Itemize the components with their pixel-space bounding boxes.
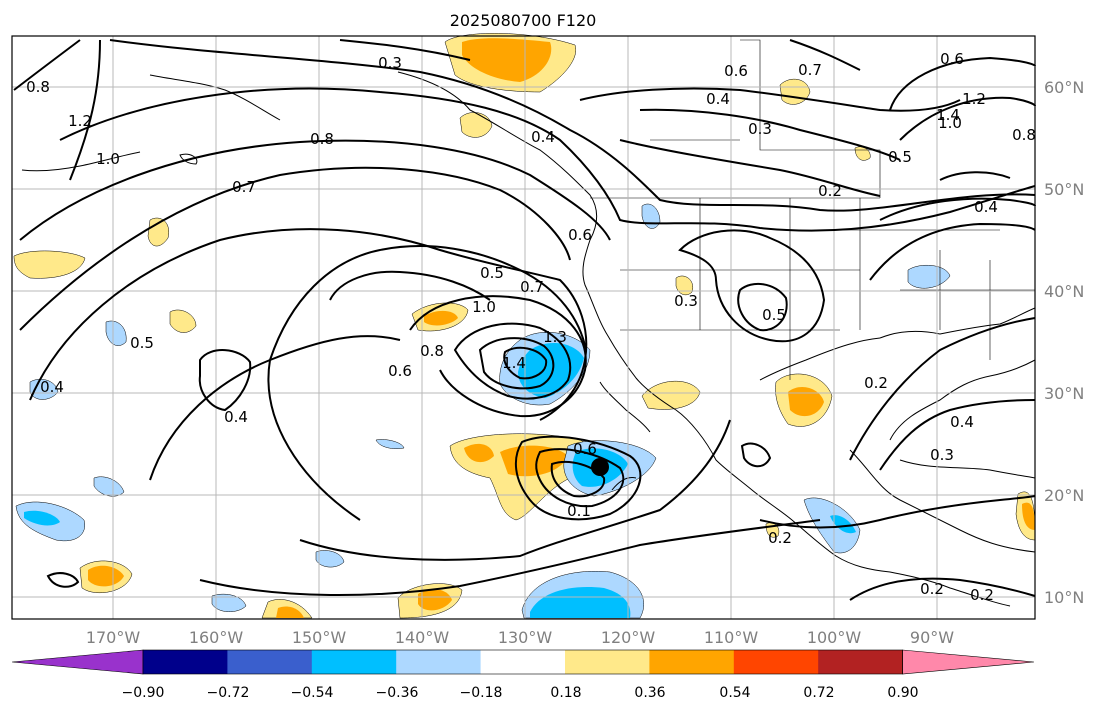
contour-lines <box>13 39 1036 601</box>
contour-label: 0.2 <box>818 182 842 200</box>
colorbar-segment <box>733 650 819 674</box>
colorbar-segment <box>227 650 313 674</box>
colorbar-segment <box>396 650 482 674</box>
contour-label: 0.6 <box>388 362 412 380</box>
contour-labels: 0.3 0.7 0.6 0.4 0.3 0.5 0.2 0.8 1.2 1.0 … <box>26 50 1036 604</box>
contour-label: 0.5 <box>480 264 504 282</box>
contour-label: 0.5 <box>762 306 786 324</box>
contour-label: 0.4 <box>224 408 248 426</box>
lon-label: 160°W <box>189 628 244 647</box>
contour-label: 0.2 <box>768 529 792 547</box>
contour-label: 0.8 <box>310 130 334 148</box>
contour-label: 1.0 <box>96 150 120 168</box>
colorbar-tick: −0.72 <box>207 685 250 701</box>
graticule <box>12 36 1035 619</box>
colorbar-segment <box>480 650 566 674</box>
contour-label: 0.6 <box>940 50 964 68</box>
contour-label: 0.8 <box>1012 126 1036 144</box>
lat-label: 30°N <box>1044 384 1084 403</box>
contour-label: 0.7 <box>232 178 256 196</box>
contour-label: 0.4 <box>40 378 64 396</box>
lat-label: 10°N <box>1044 588 1084 607</box>
contour-label: 1.2 <box>68 112 92 130</box>
colorbar-tick: 0.18 <box>550 685 581 701</box>
storm-center-marker <box>591 458 609 476</box>
contour-label: 0.3 <box>748 120 772 138</box>
lon-label: 170°W <box>86 628 141 647</box>
colorbar-tick: −0.36 <box>376 685 419 701</box>
longitude-labels: 170°W 160°W 150°W 140°W 130°W 120°W 110°… <box>86 628 954 647</box>
colorbar-frame <box>142 649 903 675</box>
lat-label: 60°N <box>1044 78 1084 97</box>
colorbar-segment <box>143 650 228 674</box>
colorbar-tick: −0.18 <box>460 685 503 701</box>
colorbar-tick-labels: −0.90 −0.72 −0.54 −0.36 −0.18 0.18 0.36 … <box>122 685 919 701</box>
colorbar: −0.90 −0.72 −0.54 −0.36 −0.18 0.18 0.36 … <box>11 649 1035 701</box>
contour-label: 0.8 <box>420 342 444 360</box>
coastlines <box>21 71 1036 607</box>
colorbar-segment <box>565 650 650 674</box>
shaded-anomalies <box>13 33 1036 619</box>
lat-label: 40°N <box>1044 282 1084 301</box>
contour-label: 0.8 <box>26 78 50 96</box>
contour-label: 0.4 <box>531 128 555 146</box>
contour-label: 0.1 <box>567 502 591 520</box>
latitude-labels: 60°N 50°N 40°N 30°N 20°N 10°N <box>1044 78 1084 607</box>
contour-label: 0.7 <box>520 278 544 296</box>
map-panel: 0.3 0.7 0.6 0.4 0.3 0.5 0.2 0.8 1.2 1.0 … <box>11 33 1036 620</box>
colorbar-segments <box>11 649 1035 675</box>
map-title: 2025080700 F120 <box>450 11 597 30</box>
contour-label: 0.2 <box>970 586 994 604</box>
contour-label: 0.5 <box>130 334 154 352</box>
colorbar-segment <box>818 650 904 674</box>
lon-label: 150°W <box>292 628 347 647</box>
contour-label: 1.4 <box>936 106 960 124</box>
contour-label: 0.5 <box>888 148 912 166</box>
colorbar-tick: 0.54 <box>719 685 750 701</box>
contour-label: 0.6 <box>568 226 592 244</box>
contour-label: 1.0 <box>472 298 496 316</box>
contour-label: 1.0 <box>938 114 962 132</box>
state-borders <box>590 39 1035 380</box>
colorbar-extend-min <box>11 649 144 675</box>
contour-label: 0.3 <box>930 446 954 464</box>
colorbar-tick: 0.90 <box>887 685 918 701</box>
lon-label: 140°W <box>395 628 450 647</box>
colorbar-segment <box>311 650 397 674</box>
contour-label: 0.6 <box>573 440 597 458</box>
lon-label: 90°W <box>910 628 954 647</box>
contour-label: 0.4 <box>974 198 998 216</box>
colorbar-tick: 0.36 <box>634 685 665 701</box>
map-background <box>12 36 1035 619</box>
contour-label: 0.6 <box>724 62 748 80</box>
lon-label: 130°W <box>498 628 553 647</box>
contour-label: 1.3 <box>543 328 567 346</box>
contour-label: 0.3 <box>378 54 402 72</box>
contour-label: 0.7 <box>798 61 822 79</box>
lon-label: 110°W <box>704 628 759 647</box>
contour-label: 0.3 <box>674 292 698 310</box>
contour-label: 1.4 <box>502 354 526 372</box>
contour-label: 0.2 <box>920 580 944 598</box>
lon-label: 120°W <box>601 628 656 647</box>
colorbar-tick: −0.90 <box>122 685 165 701</box>
contour-label: 0.4 <box>950 413 974 431</box>
colorbar-tick: −0.54 <box>291 685 334 701</box>
lat-label: 50°N <box>1044 180 1084 199</box>
colorbar-extend-max <box>902 649 1035 675</box>
contour-label: 0.4 <box>706 90 730 108</box>
colorbar-segment <box>649 650 735 674</box>
lon-label: 100°W <box>807 628 862 647</box>
contour-label: 0.2 <box>864 374 888 392</box>
contour-label: 1.2 <box>962 90 986 108</box>
lat-label: 20°N <box>1044 486 1084 505</box>
map-frame <box>11 35 1036 620</box>
colorbar-tick: 0.72 <box>803 685 834 701</box>
